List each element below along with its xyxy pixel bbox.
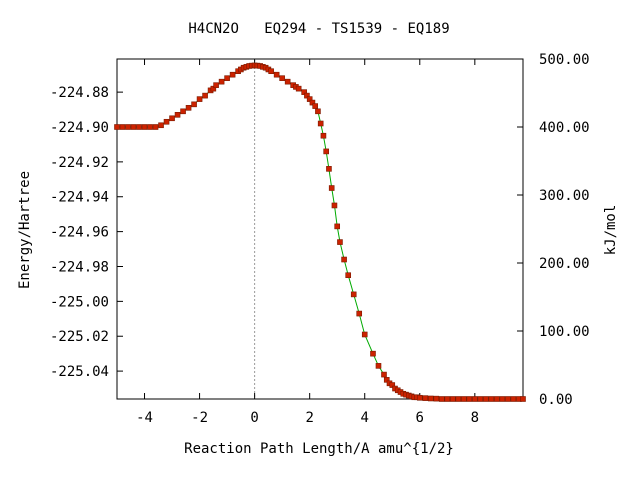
data-point [315,108,321,115]
data-point [505,396,511,402]
data-point [136,124,142,130]
data-point [477,396,484,402]
y-tick-label: -225.04 [50,364,109,380]
data-point [422,395,429,401]
y-tick-label: -224.88 [50,85,109,101]
x-tick-label: 2 [305,410,313,426]
data-point [450,396,456,402]
data-point [334,223,341,230]
data-point [472,396,478,402]
data-point [510,396,517,402]
y-tick-label: -224.96 [50,225,109,241]
data-point [185,105,192,111]
data-point [341,256,347,263]
data-point [174,111,181,118]
data-point [433,395,440,402]
data-point [444,396,451,402]
data-point [331,202,338,209]
y2-tick-label: 300.00 [539,188,590,204]
data-point [295,85,302,92]
data-point [345,272,352,279]
y2-tick-label: 100.00 [539,324,590,340]
data-point [381,371,387,378]
data-point [427,395,434,402]
data-point [273,71,280,78]
data-point [158,122,164,129]
x-tick-label: 4 [361,410,369,426]
data-point [114,124,120,130]
plot-area: -4 -2 0 2 4 6 8 -224.88 -224.90 -224.92 -224.94 -22… [50,52,590,426]
data-point [191,101,197,108]
y-tick-label: -224.98 [50,259,109,275]
data-point [141,124,148,130]
x-tick-label: 6 [416,410,424,426]
data-point [361,331,368,338]
chart-title: H4CN2O EQ294 - TS1539 - EQ189 [188,21,449,37]
y-tick-label: -224.94 [50,190,109,206]
y-tick-label: -224.92 [50,155,109,171]
data-point [520,396,526,402]
data-point [328,185,335,191]
y-tick-label: -225.02 [50,329,109,345]
x-tick-label: 0 [250,410,258,426]
data-point [494,396,500,402]
data-point [229,71,236,78]
x-axis-label: Reaction Path Length/A amu^{1/2} [184,441,454,457]
data-point [320,132,327,139]
x-tick-label: 8 [471,410,479,426]
data-point [317,120,324,127]
x-tick-label: -4 [136,410,153,426]
data-point [125,124,131,130]
data-point [326,166,332,172]
data-point [350,291,357,298]
y2-tick-label: 500.00 [539,52,590,68]
y2-tick-label: 200.00 [539,256,590,272]
data-point [152,124,159,130]
y-axis-label: Energy/Hartree [17,171,33,289]
data-point [180,108,186,115]
data-point [284,78,291,85]
data-point [416,394,423,401]
data-point [196,96,203,102]
data-point [483,396,489,402]
y-tick-label: -225.00 [50,294,109,310]
data-point [375,363,382,369]
data-point [218,78,225,85]
data-point [356,310,363,317]
data-point [163,118,170,125]
data-point [461,396,467,402]
data-point [499,396,506,402]
y2-tick-label: 400.00 [539,120,590,136]
y2-tick-label: 0.00 [539,392,573,408]
data-point [337,239,343,245]
data-point [488,396,495,402]
data-point [370,350,376,357]
data-point [455,396,462,402]
data-point [312,103,318,109]
data-point [323,148,329,155]
data-point [202,92,208,99]
y2-axis-label: kJ/mol [603,205,619,256]
plot-frame [116,58,524,400]
data-point [130,124,137,130]
data-point [147,124,153,130]
data-point [224,75,230,81]
data-point [279,75,285,81]
y-tick-label: -224.90 [50,120,109,136]
data-point [268,68,274,75]
data-point [466,396,473,402]
data-point [169,115,175,122]
x-tick-label: -2 [191,410,208,426]
data-point [438,396,445,402]
data-point [213,82,219,88]
data-point [119,124,126,130]
